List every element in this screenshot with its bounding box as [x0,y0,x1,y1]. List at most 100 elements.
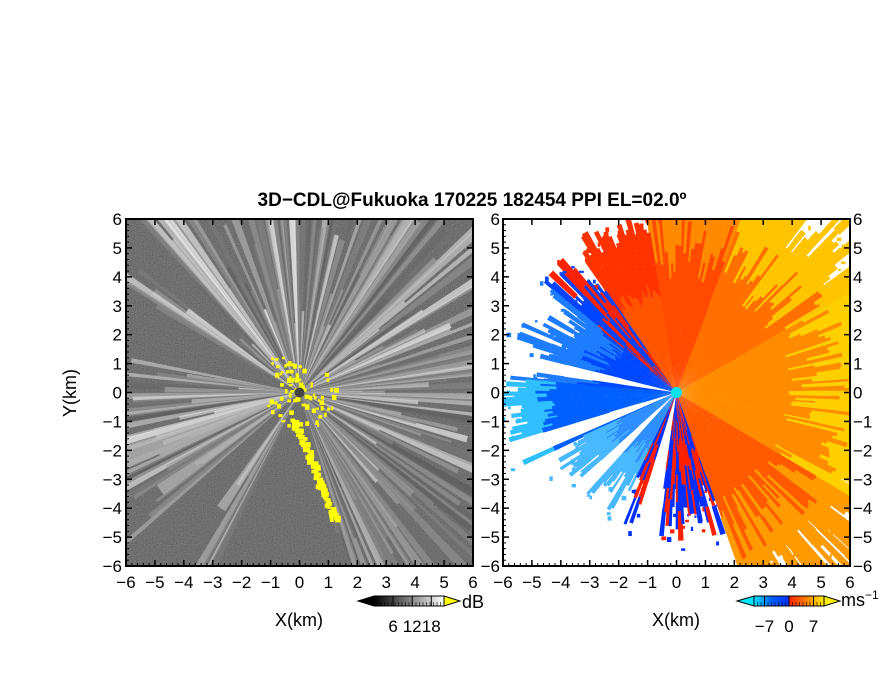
x-tick-label: −3 [203,573,222,592]
saturated-echo-pixel [313,394,315,397]
y-tick-label-right: 3 [853,297,862,316]
velocity-speckle [842,631,844,634]
x-tick-label: 1 [324,573,333,592]
x-tick-label: 4 [787,573,796,592]
velocity-speckle [841,262,845,265]
velocity-speckle [540,281,543,286]
saturated-echo-pixel [334,388,339,393]
saturated-echo-pixel [318,480,324,484]
saturated-echo-pixel [296,397,301,402]
velocity-ray-segment [711,122,726,177]
saturated-echo-pixel [267,405,270,407]
saturated-echo-pixel [270,399,274,404]
colorbar-tick-label: 7 [809,617,818,636]
saturated-echo-pixel [325,373,329,377]
velocity-ray-segment [868,226,880,264]
y-tick-label: 0 [113,384,122,403]
velocity-ray-segment [860,344,880,360]
y-tick-label: −5 [103,528,122,547]
y-tick-label: 5 [491,239,500,258]
saturated-echo-pixel [298,435,303,439]
y-tick-label: 2 [113,326,122,345]
x-tick-label: 3 [382,573,391,592]
velocity-ray-segment [737,172,757,217]
velocity-speckle [530,353,534,357]
x-tick-label: 5 [816,573,825,592]
saturated-echo-pixel [296,373,299,378]
velocity-speckle [759,186,764,189]
velocity-speckle [607,512,611,515]
velocity-speckle [608,516,612,520]
colorbar-left-unit: dB [462,592,484,612]
saturated-echo-pixel [320,400,325,405]
velocity-ray-segment [632,96,647,156]
x-tick-label: 5 [439,573,448,592]
x-tick-label: 2 [353,573,362,592]
saturated-echo-pixel [316,408,319,410]
velocity-speckle [604,232,609,236]
saturated-echo-pixel [280,383,284,387]
saturated-echo-pixel [317,423,319,427]
xlabel-right: X(km) [652,610,700,630]
velocity-ray-segment [643,99,656,158]
colorbar-right-unit-base: ms [841,590,865,610]
velocity-speckle [757,166,759,168]
saturated-echo-pixel [280,397,283,401]
saturated-echo-pixel [302,404,307,407]
ylabel-left: Y(km) [60,369,80,417]
velocity-speckle [794,237,799,242]
velocity-speckle [724,115,729,118]
saturated-echo-pixel [299,365,302,368]
saturated-echo-pixel [281,420,285,422]
y-tick-label: −4 [103,499,122,518]
saturated-echo-pixel [293,364,297,369]
velocity-speckle [561,309,565,312]
velocity-ray-segment [723,165,740,212]
colorbar-right-under-arrow [737,596,754,606]
velocity-speckle [637,514,640,518]
velocity-ray-segment [695,152,708,201]
saturated-echo-pixel [330,518,334,522]
saturated-echo-pixel [305,421,309,426]
velocity-speckle [801,241,803,246]
velocity-ray-segment [863,284,880,311]
velocity-speckle [550,293,553,295]
saturated-echo-pixel [277,404,281,408]
velocity-speckle [673,514,676,517]
colorbar-tick-label: 6 [388,617,397,636]
velocity-speckle [807,661,809,665]
velocity-speckle [605,227,609,232]
saturated-echo-pixel [327,504,331,508]
x-tick-label: 0 [672,573,681,592]
y-tick-label-right: −5 [853,528,872,547]
velocity-speckle [811,235,814,240]
velocity-speckle [670,529,674,533]
velocity-speckle [740,175,743,177]
saturated-echo-pixel [318,399,320,401]
velocity-speckle [496,376,501,380]
y-tick-label-right: 1 [853,355,862,374]
velocity-speckle [694,515,696,517]
velocity-ray-segment [729,168,755,226]
saturated-echo-pixel [286,370,290,373]
velocity-speckle [661,536,666,540]
velocity-ray-segment [863,357,880,370]
y-tick-label: −2 [481,441,500,460]
velocity-speckle [838,269,841,271]
y-tick-label: 4 [491,268,500,287]
velocity-ray-segment [686,164,697,222]
velocity-ray-segment [873,295,880,320]
saturated-echo-pixel [290,370,294,373]
velocity-ray-segment [861,402,880,410]
saturated-echo-pixel [271,357,274,359]
velocity-speckle [667,537,671,542]
colorbar-right-unit: ms−1 [841,588,879,610]
y-tick-label-right: 6 [853,210,862,229]
saturated-echo-pixel [289,410,294,415]
y-tick-label: 2 [491,326,500,345]
colorbar-tick-label: 0 [784,617,793,636]
velocity-speckle [617,246,621,250]
saturated-echo-pixel [309,455,314,458]
velocity-ray-segment [761,156,791,206]
